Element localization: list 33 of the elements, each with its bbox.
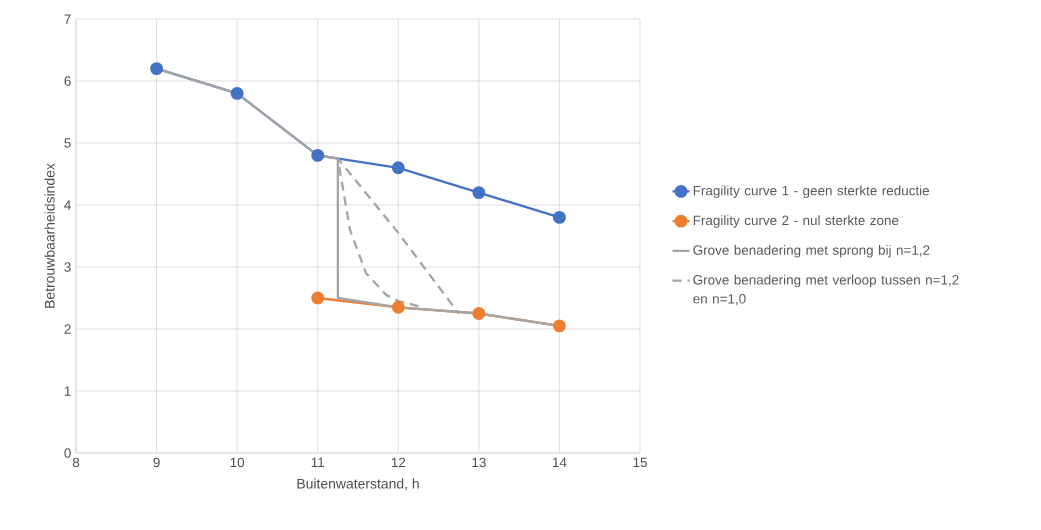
x-tick-label: 15 — [633, 457, 647, 468]
legend-label: Grove benadering met sprong bij n=1,2 — [693, 244, 930, 258]
x-tick-label: 10 — [230, 457, 245, 468]
point — [311, 291, 325, 305]
x-tick-label: 13 — [472, 457, 486, 468]
point — [150, 62, 164, 76]
y-tick-label: 1 — [64, 386, 71, 396]
point — [552, 319, 566, 333]
point — [391, 161, 405, 175]
legend-label: Grove benadering met verloop tussen n=1,2 en n=1,0 — [693, 274, 959, 306]
x-axis-title: Buitenwaterstand, h — [297, 478, 419, 491]
legend-label: Fragility curve 1 - geen sterkte reductie — [693, 185, 930, 199]
y-tick-label: 2 — [64, 324, 71, 334]
y-axis-title: Betrouwbaarheidsindex — [44, 163, 55, 308]
line-series — [336, 157, 460, 315]
point — [391, 300, 405, 314]
y-tick-label: 4 — [64, 200, 71, 210]
point — [472, 186, 486, 200]
point — [230, 86, 244, 100]
x-tick-label: 11 — [311, 457, 325, 467]
point — [311, 148, 325, 162]
point — [552, 210, 566, 224]
y-tick-label: 3 — [64, 262, 71, 272]
y-tick-label: 5 — [64, 138, 71, 148]
x-tick-label: 12 — [391, 457, 406, 468]
legend-label: Fragility curve 2 - nul sterkte zone — [693, 215, 899, 228]
point — [472, 307, 486, 320]
y-tick-label: 0 — [64, 448, 71, 458]
y-tick-label: 6 — [64, 76, 71, 86]
y-tick-label: 7 — [64, 14, 71, 24]
x-tick-label: 8 — [72, 457, 80, 468]
x-tick-label: 9 — [153, 457, 160, 468]
x-tick-label: 14 — [552, 457, 567, 467]
